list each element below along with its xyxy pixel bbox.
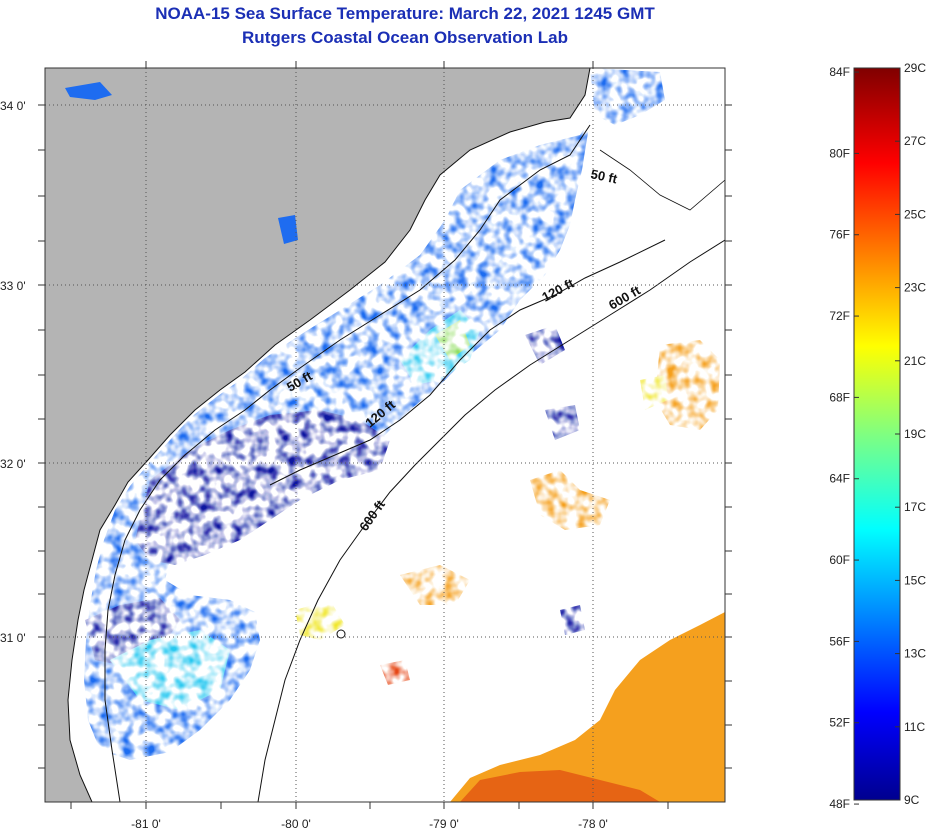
lat-tick-label: 34 0' <box>0 99 26 113</box>
colorbar-ticks <box>854 67 900 805</box>
lon-tick-label: -81 0' <box>131 817 161 831</box>
sst-scattered-blue-2 <box>545 405 580 440</box>
colorbar-f-label: 80F <box>829 146 850 160</box>
sst-warm-southeast <box>450 612 725 802</box>
contour-120ft <box>269 239 666 486</box>
sst-map: 50 ft 120 ft 600 ft 50 ft 120 ft 600 ft <box>0 61 732 831</box>
gridlines <box>45 68 725 802</box>
colorbar-c-label: 29C <box>904 61 926 75</box>
colorbar-c-label: 19C <box>904 427 926 441</box>
coastline <box>67 68 591 802</box>
sst-warm-patches-east <box>655 340 720 430</box>
colorbar-fahrenheit-labels: 84F 80F 76F 72F 68F 64F 60F 56F 52F 48F <box>829 65 850 811</box>
lon-tick-label: -78 0' <box>578 817 608 831</box>
lon-tick-label: -79 0' <box>429 817 459 831</box>
colorbar-c-label: 21C <box>904 354 926 368</box>
sst-yellow-east <box>640 375 668 410</box>
sst-red-southeast <box>460 770 660 802</box>
sst-scattered-mid <box>530 470 610 530</box>
sst-scattered-blue-3 <box>560 605 585 635</box>
colorbar-f-label: 52F <box>829 716 850 730</box>
colorbar-c-label: 9C <box>904 793 920 807</box>
colorbar-f-label: 72F <box>829 309 850 323</box>
sst-scattered-blue <box>525 325 565 365</box>
sst-scattered-orange-4 <box>380 660 410 685</box>
colorbar-c-label: 25C <box>904 207 926 221</box>
temperature-colorbar: 84F 80F 76F 72F 68F 64F 60F 56F 52F 48F 29C 27C 25C… <box>829 61 926 811</box>
colorbar-f-label: 56F <box>829 634 850 648</box>
colorbar-c-label: 23C <box>904 281 926 295</box>
colorbar-f-label: 60F <box>829 553 850 567</box>
sst-inland-lake <box>278 215 298 244</box>
contour-600ft <box>257 239 725 802</box>
coastline-east <box>599 149 725 211</box>
sst-scattered-mid-2 <box>400 565 470 605</box>
colorbar-f-label: 48F <box>829 797 850 811</box>
contour-label: 50 ft <box>589 166 619 186</box>
colorbar-c-label: 17C <box>904 500 926 514</box>
colorbar-c-label: 27C <box>904 134 926 148</box>
lat-tick-label: 33 0' <box>0 279 26 293</box>
colorbar-f-label: 68F <box>829 390 850 404</box>
sst-cold-patches <box>135 410 390 565</box>
lat-tick-label: 31 0' <box>0 631 26 645</box>
colorbar-c-label: 11C <box>904 720 925 734</box>
colorbar-f-label: 64F <box>829 472 850 486</box>
colorbar-f-label: 76F <box>829 228 850 242</box>
sst-green-patch <box>435 320 470 360</box>
axis-ticks <box>38 61 732 809</box>
map-frame <box>44 67 726 803</box>
lon-tick-label: -80 0' <box>281 817 311 831</box>
sst-north-blue <box>590 68 665 125</box>
buoy-marker <box>336 629 346 639</box>
colorbar-c-label: 13C <box>904 647 926 661</box>
contour-50ft <box>104 124 591 802</box>
colorbar-gradient <box>853 67 901 801</box>
map-subtitle: Rutgers Coastal Ocean Observation Lab <box>242 28 568 47</box>
map-title: NOAA-15 Sea Surface Temperature: March 2… <box>155 4 655 23</box>
land-area <box>45 68 590 802</box>
colorbar-c-label: 15C <box>904 573 926 587</box>
colorbar-f-label: 84F <box>829 65 850 79</box>
sst-cyan-zone-2 <box>110 630 230 710</box>
colorbar-celsius-labels: 29C 27C 25C 23C 21C 19C 17C 15C 13C 11C 9C <box>904 61 926 807</box>
lat-tick-label: 32 0' <box>0 457 26 471</box>
sst-scattered-mid-3 <box>295 600 345 640</box>
sst-northwest-specks <box>65 82 112 100</box>
